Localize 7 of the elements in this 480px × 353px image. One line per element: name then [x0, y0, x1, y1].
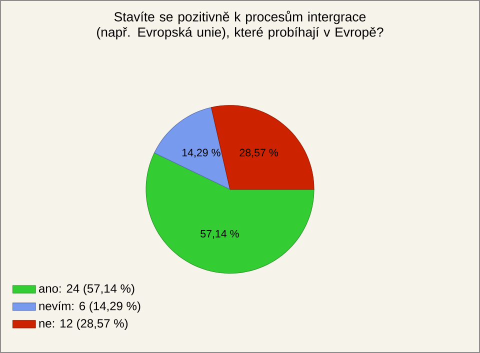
legend-label: nevím: 6 (14,29 %): [39, 301, 140, 313]
legend-label: ne: 12 (28,57 %): [39, 318, 128, 330]
data-label: 57,14 %: [200, 230, 239, 239]
chart-title: Stavíte se pozitivně k procesům intergrace (např. Evropská unie), které probíhají v Evropě?: [97, 10, 384, 40]
legend-label: ano: 24 (57,14 %): [38, 284, 134, 296]
data-label: 14,29 %: [182, 148, 220, 158]
data-label: 28,57 %: [240, 148, 278, 158]
